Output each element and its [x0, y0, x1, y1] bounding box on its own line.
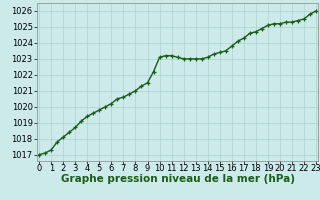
X-axis label: Graphe pression niveau de la mer (hPa): Graphe pression niveau de la mer (hPa)	[60, 174, 295, 184]
